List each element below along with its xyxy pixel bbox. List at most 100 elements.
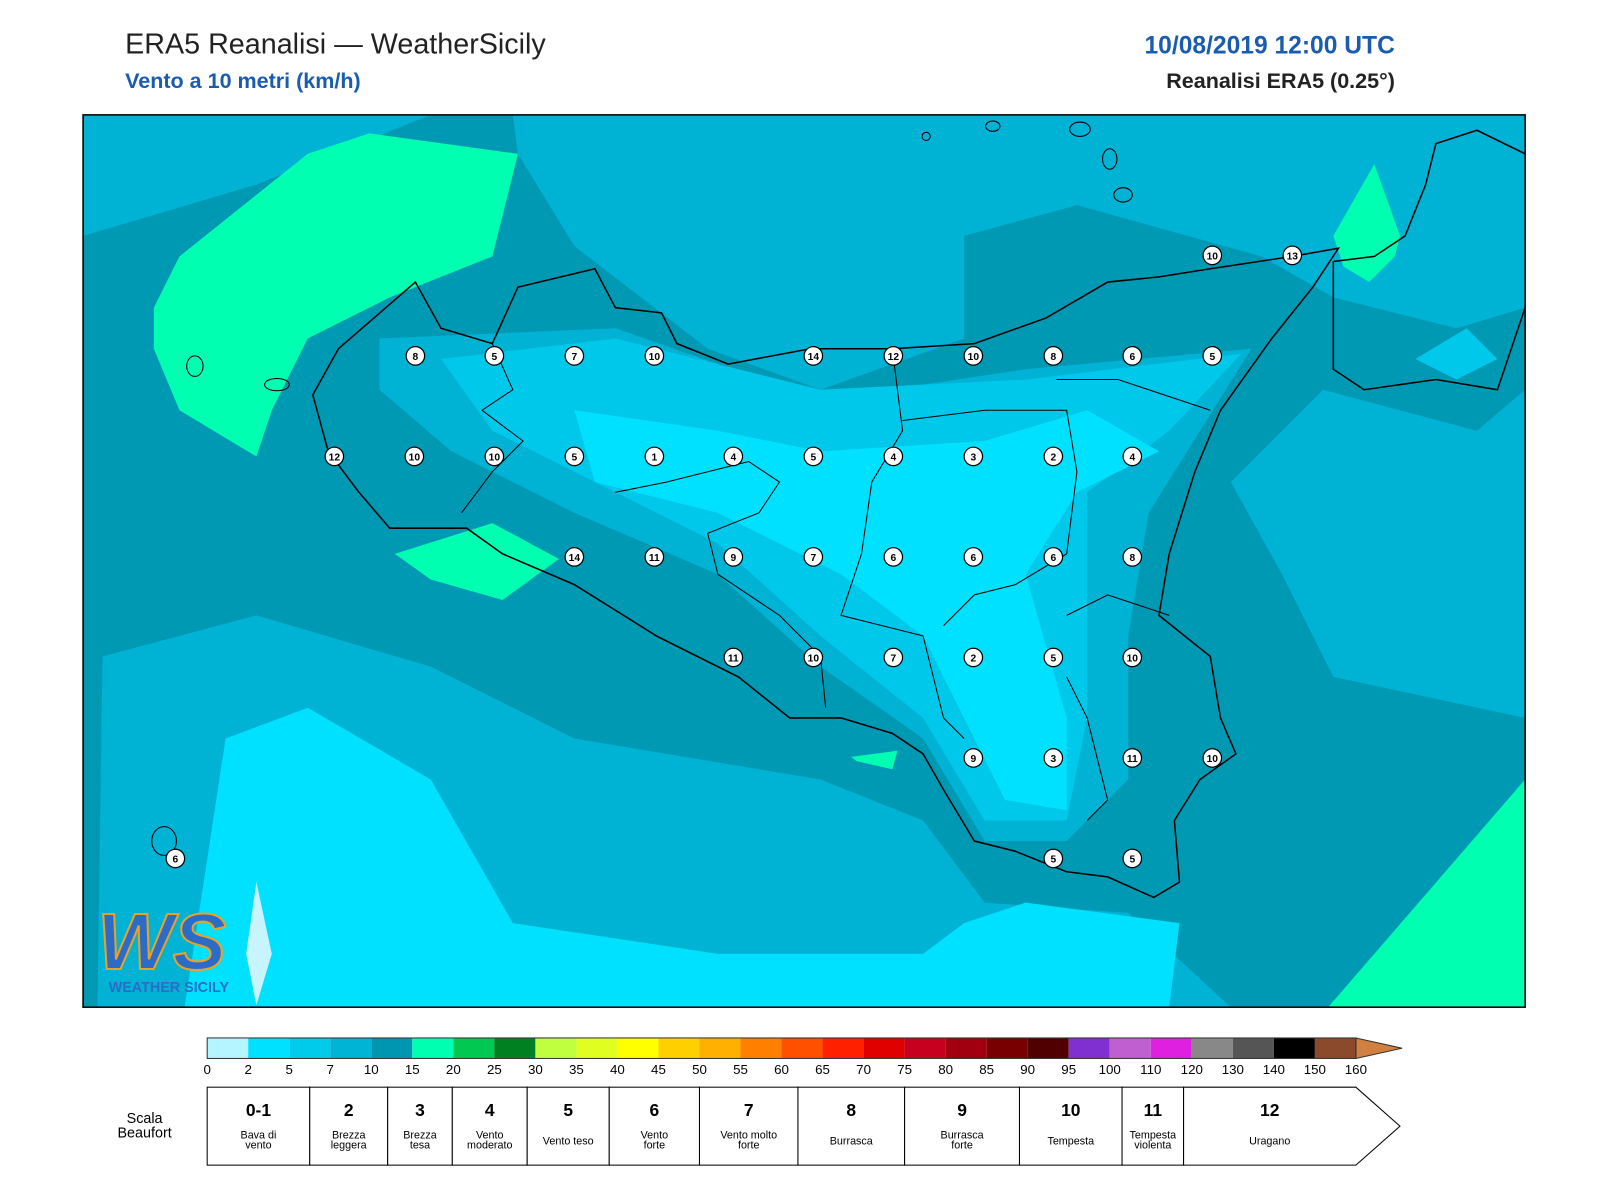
- station-marker: [1043, 547, 1064, 567]
- scale-tick-label: 25: [487, 1062, 502, 1077]
- beaufort-desc: Burrasca: [941, 1129, 984, 1141]
- station-value: 6: [970, 553, 976, 564]
- beaufort-desc: vento: [245, 1140, 271, 1152]
- beaufort-cell: [387, 1086, 453, 1166]
- map-frame: [82, 114, 1526, 1008]
- scale-tick-label: 5: [286, 1062, 293, 1077]
- beaufort-desc: forte: [644, 1140, 666, 1152]
- station-value: 4: [1129, 453, 1135, 464]
- station-value: 10: [1207, 251, 1219, 262]
- station-marker: [963, 446, 984, 467]
- scale-tick-label: 90: [1020, 1062, 1035, 1077]
- color-scale: 0 2 5 7 10 15 20 25 30 35 40 45 50 55 60 65 70 75 80 85 90 95…: [203, 1037, 1403, 1077]
- wind-contour: [1328, 779, 1526, 1008]
- scale-swatch: [1027, 1037, 1069, 1059]
- scale-tick-label: 160: [1345, 1062, 1367, 1077]
- island: [1113, 187, 1133, 203]
- station-marker: [644, 446, 665, 467]
- station-value: 4: [730, 453, 736, 464]
- station-marker: [723, 446, 744, 467]
- station-marker: [1122, 647, 1143, 668]
- station-value: 10: [409, 453, 421, 464]
- station-marker: [883, 346, 904, 366]
- scale-tick-label: 110: [1140, 1062, 1161, 1077]
- station-marker: [1122, 547, 1143, 567]
- beaufort-cell: [206, 1086, 311, 1166]
- scale-swatch: [658, 1037, 700, 1059]
- beaufort-desc: Brezza: [403, 1129, 436, 1141]
- station-value: 5: [572, 453, 578, 464]
- coastline: [1332, 129, 1526, 391]
- station-value: 11: [649, 553, 660, 564]
- beaufort-force: 11: [1144, 1100, 1163, 1120]
- scale-swatch: [1109, 1037, 1151, 1059]
- scale-tick-label: 70: [856, 1062, 871, 1077]
- wind-contour: [184, 707, 1180, 1008]
- station-value: 6: [1050, 553, 1056, 564]
- station-marker: [1122, 748, 1143, 768]
- beaufort-label: Scala: [127, 1111, 163, 1127]
- station-value: 7: [810, 553, 816, 564]
- beaufort-force: 7: [744, 1100, 754, 1120]
- scale-tick-label: 100: [1099, 1062, 1121, 1077]
- wind-contour: [574, 410, 1159, 811]
- station-marker: [803, 446, 824, 467]
- wind-contour: [153, 133, 518, 457]
- station-value: 9: [970, 754, 976, 765]
- beaufort-desc: Uragano: [1249, 1136, 1290, 1148]
- coastline: [311, 247, 1341, 899]
- beaufort-label: Beaufort: [117, 1125, 171, 1141]
- datetime: 10/08/2019 12:00 UTC: [1144, 32, 1395, 59]
- wind-contour: [512, 114, 1526, 390]
- beaufort-cell: [1121, 1086, 1185, 1166]
- scale-tick-label: 120: [1181, 1062, 1203, 1077]
- island: [151, 826, 177, 856]
- province-border: [461, 343, 1211, 821]
- station-value: 9: [730, 553, 736, 564]
- wind-contour: [1333, 164, 1400, 283]
- scale-tick-label: 45: [651, 1062, 666, 1077]
- station-marker: [404, 446, 425, 467]
- model: Reanalisi ERA5 (0.25°): [1166, 69, 1395, 93]
- scale-tick-label: 35: [569, 1062, 584, 1077]
- beaufort-force: 4: [485, 1100, 495, 1120]
- station-value: 13: [1287, 251, 1299, 262]
- station-marker: [324, 446, 345, 467]
- station-value: 1: [652, 453, 658, 464]
- scale-swatch: [207, 1037, 249, 1059]
- beaufort-cell: [526, 1086, 610, 1166]
- scale-tick-label: 95: [1061, 1062, 1076, 1077]
- scale-swatch: [371, 1037, 413, 1059]
- station-value: 5: [1209, 352, 1215, 363]
- station-marker: [1122, 346, 1143, 366]
- scale-tick-label: 10: [364, 1062, 379, 1077]
- station-marker: [1043, 748, 1064, 768]
- station-value: 11: [728, 654, 739, 665]
- station-value: 10: [649, 352, 661, 363]
- scale-swatch: [248, 1037, 290, 1059]
- station-marker: [484, 446, 505, 467]
- scale-tick-label: 85: [979, 1062, 994, 1077]
- beaufort-force: 8: [846, 1100, 856, 1120]
- station-value: 7: [890, 654, 896, 665]
- station-value: 5: [1050, 654, 1056, 665]
- beaufort-desc: Vento molto: [720, 1129, 777, 1141]
- beaufort-cell: [797, 1086, 906, 1166]
- scale-swatch: [617, 1037, 659, 1059]
- station-marker: [484, 346, 505, 366]
- beaufort-force: 5: [563, 1100, 573, 1120]
- station-marker: [723, 647, 744, 668]
- island: [264, 377, 290, 392]
- beaufort-desc: Brezza: [332, 1129, 365, 1141]
- scale-tick-label: 20: [446, 1062, 461, 1077]
- beaufort-desc: Vento teso: [543, 1136, 594, 1148]
- station-value: 12: [888, 352, 900, 363]
- wind-contour: [1230, 389, 1526, 718]
- wind-contour: [394, 523, 559, 600]
- station-marker: [963, 647, 984, 668]
- scale-swatch: [945, 1037, 987, 1059]
- station-marker: [644, 547, 665, 567]
- wind-contour: [851, 750, 898, 770]
- beaufort-cell: [451, 1086, 528, 1166]
- scale-swatch: [863, 1037, 905, 1059]
